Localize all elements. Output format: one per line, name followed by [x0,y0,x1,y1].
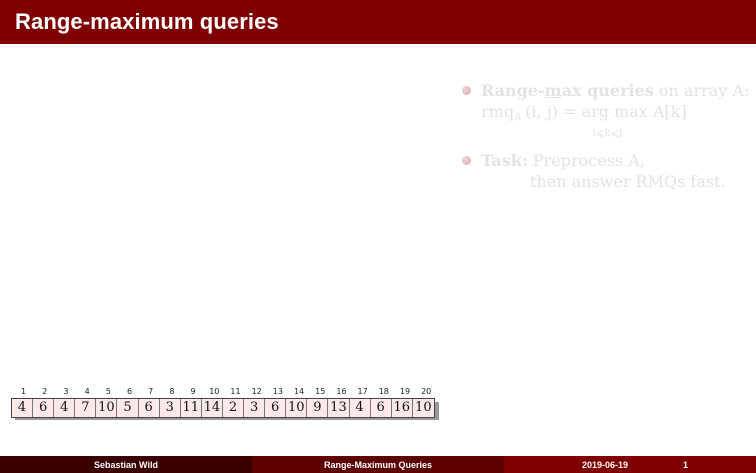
array-index: 14 [293,387,305,396]
array-cell: 16 [392,399,413,417]
formula-range: i⩽k⩽j [593,128,623,139]
task-line-1: Preprocess A, [532,151,645,170]
term-m: m [544,81,562,100]
array-index: 4 [84,387,90,396]
footer-author: Sebastian Wild [0,456,252,473]
array-index: 8 [169,387,175,396]
array-index: 5 [105,387,111,396]
array-cell: 10 [286,399,308,417]
array-index: 17 [357,387,368,396]
task-label: Task: [481,151,528,170]
array-index: 15 [315,387,326,396]
array-index: 1 [21,387,27,396]
array-cells: 4 6 4 7 10 5 6 3 11 14 2 3 6 10 9 13 4 6 16 10 [11,398,435,418]
array-cell: 6 [371,399,392,417]
bullet-list: Range-max queries on array A: rmqA (i, j… [462,80,752,203]
array-index: 13 [272,387,283,396]
array-index: 6 [126,387,133,396]
array-index: 11 [230,387,241,396]
array-cell: 11 [181,399,202,417]
array-index: 3 [63,387,69,396]
formula-sub: A [514,112,522,123]
array-cell: 14 [202,399,223,417]
array-cell: 10 [96,399,118,417]
title-bar: Range-maximum queries [0,0,756,44]
formula-lhs: rmq [481,102,515,121]
array-cell: 10 [415,400,432,415]
array-index: 20 [421,387,432,396]
array-cell: 5 [117,399,139,417]
footer-title: Range-Maximum Queries [252,456,504,473]
array-cell: 4 [54,399,76,417]
term-ax-queries: ax queries [561,81,654,100]
array-cell: 7 [75,399,97,417]
array-index: 10 [209,387,220,396]
task-line-2: then answer RMQs fast. [530,172,726,191]
bullet-dot-icon [462,156,471,165]
array-A: 1 2 3 4 5 6 7 8 9 10 11 12 13 14 15 16 17 18 19 20 4 6 4 7 10 5 6… [11,386,439,420]
array-index: 2 [42,387,48,396]
array-index: 7 [148,387,154,396]
array-indices: 1 2 3 4 5 6 7 8 9 10 11 12 13 14 15 16 17 18 19 20 [13,386,437,397]
array-body: 4 6 4 7 10 5 6 3 11 14 2 3 6 10 9 13 4 6 16 10 [11,398,439,420]
array-cell: 6 [265,399,287,417]
bullet-text: on array A: [653,81,750,100]
array-cell: 6 [139,399,160,417]
array-cell: 3 [244,399,266,417]
footer-date: 2019-06-19 [582,459,629,470]
term-range: Range- [481,81,545,100]
array-cell: 9 [307,399,329,417]
footer-date-page: 2019-06-19 1 [504,456,756,473]
bullet-dot-icon [462,86,471,95]
array-index: 9 [190,387,196,396]
array-cell: 6 [33,399,55,417]
array-cell: 2 [223,399,245,417]
rmq-formula: rmqA (i, j) = arg max A[k] [481,101,752,128]
array-index: 19 [399,387,411,396]
array-index: 12 [251,387,262,396]
array-index: 16 [336,387,347,396]
footer: Sebastian Wild Range-Maximum Queries 201… [0,456,756,473]
bullet-task: Task: Preprocess A, then answer RMQs fas… [462,150,752,192]
array-index: 18 [378,387,389,396]
array-cell: 4 [12,399,34,417]
array-cell: 4 [350,399,371,417]
array-cell: 13 [328,399,350,417]
formula-args: (i, j) = arg max A[k] [525,102,687,121]
array-cell: 3 [160,399,181,417]
page-title: Range-maximum queries [15,9,279,34]
bullet-range-max: Range-max queries on array A: rmqA (i, j… [462,80,752,139]
footer-page-number: 1 [682,459,688,470]
